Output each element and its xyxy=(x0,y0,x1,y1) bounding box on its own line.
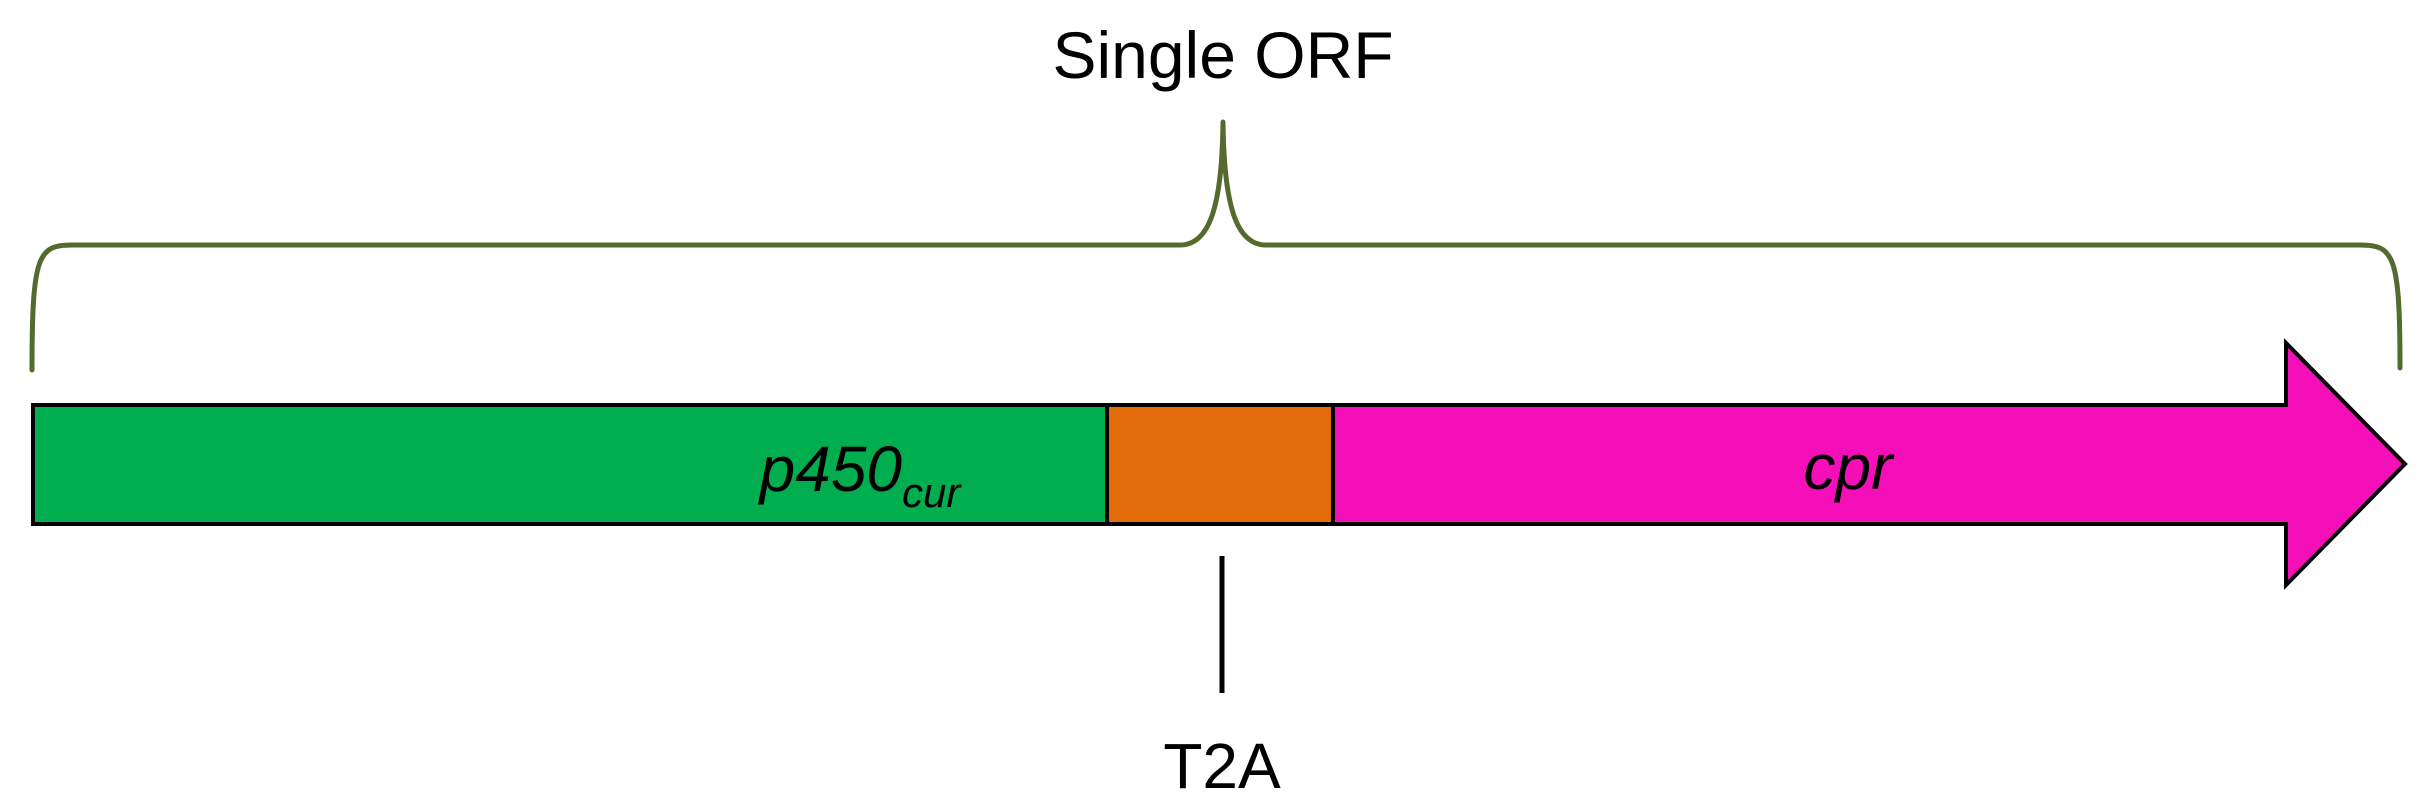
p450-label-subscript: cur xyxy=(902,469,962,516)
p450-label-main: p450 xyxy=(758,433,903,505)
p450-label: p450cur xyxy=(758,433,963,516)
cpr-label: cpr xyxy=(1804,431,1896,503)
p450-segment xyxy=(31,403,1109,526)
t2a-label: T2A xyxy=(1163,730,1281,802)
orf-title: Single ORF xyxy=(1052,18,1393,92)
cpr-arrow xyxy=(1331,338,2408,590)
orf-bracket xyxy=(29,119,2403,373)
t2a-segment xyxy=(1105,403,1335,526)
